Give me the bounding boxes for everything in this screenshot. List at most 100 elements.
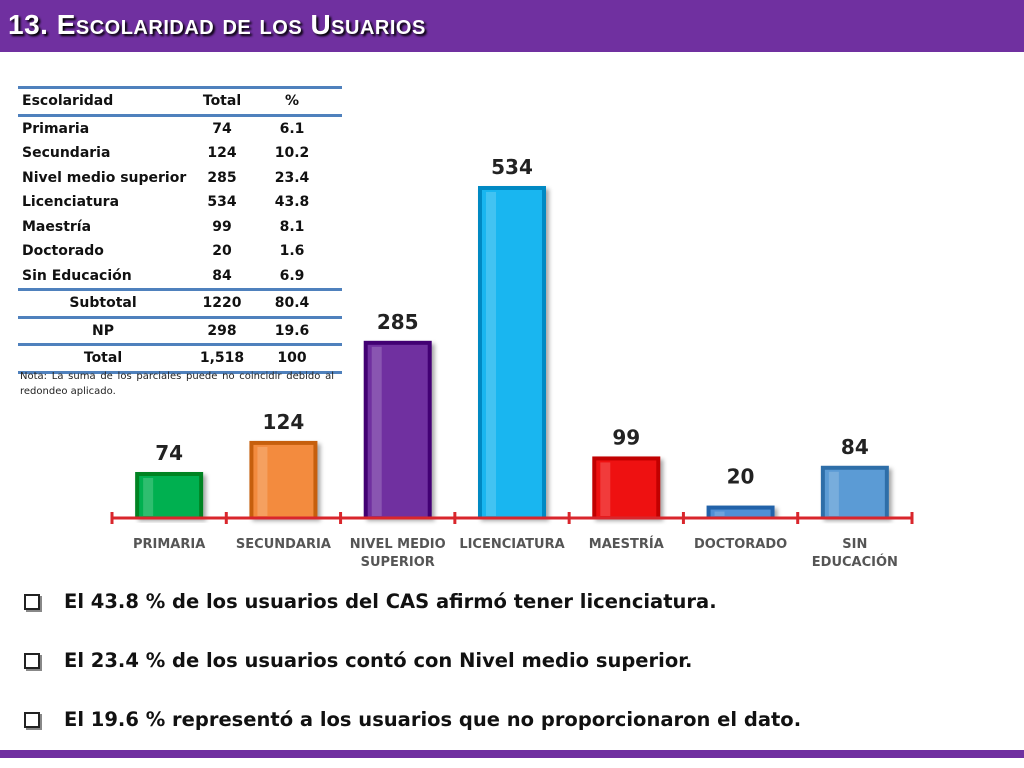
bullet-text: El 43.8 % de los usuarios del CAS afirmó…	[64, 590, 717, 613]
table-cell-label: Primaria	[22, 120, 90, 137]
category-label: NIVEL MEDIO SUPERIOR	[350, 537, 446, 570]
table-row: Secundaria 124 10.2	[18, 141, 342, 166]
bar-face	[482, 190, 542, 518]
table-cell-total: 84	[212, 267, 232, 284]
table-cell-label: Sin Educación	[22, 267, 132, 284]
table-row: Nivel medio superior 285 23.4	[18, 166, 342, 191]
table-cell-total: 124	[207, 145, 237, 161]
data-table: Escolaridad Total % Primaria 74 6.1 Secu…	[18, 86, 342, 374]
bar-face	[367, 344, 428, 518]
table-cell-label: Maestría	[22, 218, 92, 235]
checkbox-bullet-icon	[24, 712, 40, 728]
category-label: DOCTORADO	[694, 537, 787, 552]
bar-highlight	[486, 192, 496, 516]
bar-group	[249, 440, 318, 518]
bar-group	[135, 471, 204, 518]
table-np-percent: 19.6	[274, 322, 310, 339]
bullet-text: El 23.4 % de los usuarios contó con Nive…	[64, 649, 693, 672]
bar-group	[820, 465, 889, 518]
checkbox-bullet-icon	[24, 653, 40, 669]
bar-face	[824, 469, 885, 518]
bar-highlight	[143, 477, 154, 516]
table-cell-total: 285	[207, 169, 237, 186]
bottom-bar	[0, 750, 1024, 758]
bar-chart: 74 PRIMARIA 124 SECUNDARIA 285 NIVEL MEDIO SUP…	[110, 155, 914, 570]
table-top-line	[18, 86, 342, 89]
table-cell-percent: 1.6	[279, 243, 305, 259]
category-label: SECUNDARIA	[236, 537, 331, 552]
checkbox-bullet-icon	[24, 594, 40, 610]
title-bar: 13. Escolaridad de los Usuarios	[0, 0, 1024, 52]
bullet-item: El 43.8 % de los usuarios del CAS afirmó…	[24, 590, 1014, 620]
table-total-label: Total	[83, 350, 123, 366]
bar-value-label: 285	[377, 310, 419, 334]
category-label: MAESTRÍA	[589, 536, 664, 552]
table-header-percent: %	[284, 93, 300, 109]
table-cell-label: Nivel medio superior	[22, 169, 187, 186]
table-cell-percent: 6.1	[279, 120, 305, 137]
table-np-line	[18, 315, 342, 319]
table-cell-total: 74	[212, 120, 232, 137]
bar-face	[710, 509, 771, 518]
table-total-percent: 100	[277, 350, 307, 366]
table-cell-total: 20	[212, 243, 232, 259]
table-row: Maestría 99 8.1	[18, 215, 342, 240]
table-cell-label: Doctorado	[22, 243, 104, 259]
category-label: PRIMARIA	[133, 537, 205, 552]
page-title: 13. Escolaridad de los Usuarios	[8, 9, 426, 40]
bullet-text: El 19.6 % representó a los usuarios que …	[64, 708, 802, 731]
bar-value-label: 124	[263, 410, 305, 434]
bar-highlight	[371, 346, 382, 516]
table-cell-percent: 23.4	[274, 169, 310, 186]
bar-face	[253, 444, 314, 518]
bullet-item: El 23.4 % de los usuarios contó con Nive…	[24, 649, 1014, 679]
bar-highlight	[714, 511, 725, 516]
table-cell-total: 534	[207, 194, 237, 210]
table-total-row: Total 1,518 100	[18, 346, 342, 371]
table-note: Nota: La suma de los parciales puede no …	[20, 371, 334, 397]
bar-value-label: 74	[155, 441, 183, 465]
table-np-label: NP	[92, 322, 114, 339]
table-row: Primaria 74 6.1	[18, 117, 342, 142]
bar-group	[363, 340, 432, 518]
bar-group	[706, 505, 775, 518]
table-header-escolaridad: Escolaridad	[22, 93, 114, 109]
bar-value-label: 99	[612, 425, 640, 449]
table-row: Doctorado 20 1.6	[18, 239, 342, 264]
table-subtotal-percent: 80.4	[274, 295, 310, 311]
bar-face	[139, 475, 200, 518]
category-label: LICENCIATURA	[459, 537, 564, 552]
table-cell-total: 99	[212, 218, 232, 235]
table-cell-label: Secundaria	[22, 145, 111, 161]
table-cell-percent: 8.1	[279, 218, 305, 235]
table-total-total: 1,518	[199, 350, 245, 366]
table-bottom-line	[18, 370, 342, 374]
table-cell-percent: 6.9	[279, 267, 305, 284]
table-subtotal-total: 1220	[202, 295, 242, 311]
table-np-total: 298	[207, 322, 237, 339]
table-row: Licenciatura 534 43.8	[18, 190, 342, 215]
table-header-total: Total	[202, 93, 242, 109]
table-total-line	[18, 343, 342, 346]
bullet-list: El 43.8 % de los usuarios del CAS afirmó…	[24, 590, 1014, 767]
bar-group	[592, 456, 661, 518]
table-subtotal-line	[18, 288, 342, 291]
table-cell-label: Licenciatura	[22, 194, 120, 210]
table-header-line	[18, 113, 342, 117]
bullet-item: El 19.6 % representó a los usuarios que …	[24, 708, 1014, 738]
bar-face	[596, 460, 657, 518]
table-subtotal-row: Subtotal 1220 80.4	[18, 291, 342, 316]
table-cell-percent: 43.8	[274, 194, 310, 210]
table-row: Sin Educación 84 6.9	[18, 264, 342, 289]
table-np-row: NP 298 19.6	[18, 319, 342, 344]
table-header-row: Escolaridad Total %	[18, 89, 342, 114]
bar-highlight	[600, 462, 611, 516]
bar-value-label: 20	[727, 465, 755, 489]
bar-group	[478, 186, 546, 518]
bar-highlight	[257, 446, 268, 516]
category-label: SIN EDUCACIÓN	[812, 537, 898, 570]
table-subtotal-label: Subtotal	[69, 295, 137, 311]
bar-value-label: 84	[841, 435, 869, 459]
bar-value-label: 534	[491, 155, 533, 179]
bar-highlight	[828, 471, 839, 516]
